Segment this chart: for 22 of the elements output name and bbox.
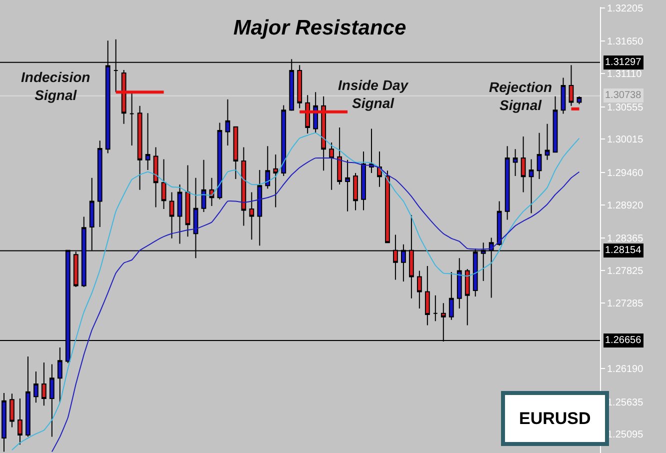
y-tick-label: 1.26190 xyxy=(607,364,644,375)
ref-line-label: 1.28154 xyxy=(605,245,642,256)
y-tick-label: 1.30015 xyxy=(607,134,644,146)
text: Major Resistance xyxy=(233,16,406,40)
ref-line-label: 1.26656 xyxy=(605,335,642,346)
y-tick-label: 1.28365 xyxy=(607,234,644,245)
y-tick-label: 1.32205 xyxy=(607,3,644,14)
annotation: Inside Day Signal xyxy=(338,77,410,112)
y-tick-label: 1.30555 xyxy=(607,102,644,114)
y-tick-label: 1.25635 xyxy=(607,397,644,408)
y-tick-label: 1.31650 xyxy=(607,36,644,48)
y-tick-label: 1.29460 xyxy=(607,168,644,179)
ref-line-label: 1.31297 xyxy=(605,57,642,68)
y-tick-label: 1.27825 xyxy=(607,266,644,277)
y-tick-label: 1.28920 xyxy=(607,200,644,212)
annotation: Indecision Signal xyxy=(21,69,90,104)
annotation: Rejection Signal xyxy=(489,79,552,114)
annotation: EURUSD xyxy=(519,409,591,428)
y-tick-label: 1.27285 xyxy=(607,298,644,310)
y-tick-label: 1.31110 xyxy=(607,69,642,80)
y-tick-label: 1.25095 xyxy=(607,430,644,441)
ref-line-label: 1.30738 xyxy=(605,90,642,101)
